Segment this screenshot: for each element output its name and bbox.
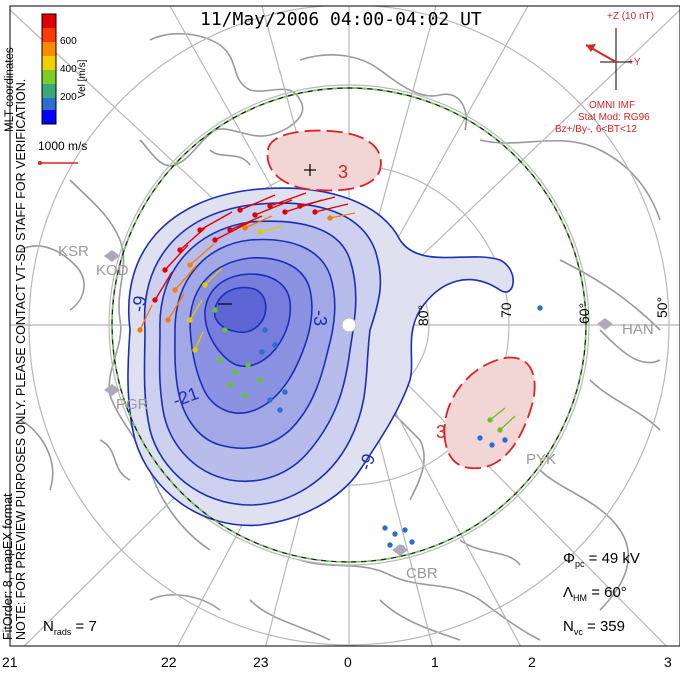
imf-dial [585, 28, 632, 90]
lambda-sub: HM [573, 593, 588, 603]
stat-nrads: Nrads = 7 [43, 618, 97, 637]
velocity-vectors [137, 192, 543, 551]
phi-sub: pc [574, 559, 585, 569]
reference-vector-label: 1000 m/s [38, 139, 88, 153]
page-title: 11/May/2006 04:00-04:02 UT [200, 9, 482, 30]
map-frame [9, 5, 680, 647]
nvc-value: = 359 [582, 618, 625, 635]
phi-value: = 49 kV [584, 550, 640, 567]
stat-phi-pc: Φpc = 49 kV [563, 550, 640, 569]
lambda-value: = 60° [587, 584, 627, 601]
lat-label-50: 50° [654, 296, 670, 318]
lat-label-70: 70 [498, 302, 514, 318]
negative-cell [127, 187, 514, 527]
station-kod: KOD [96, 262, 129, 279]
coastlines [19, 32, 661, 641]
lat-label-80: 80° [415, 304, 431, 326]
color-tick-200: 200 [60, 92, 77, 103]
coord-label: MLT coordinates [4, 47, 16, 132]
imf-stat-mod: Stat Mod: RG96 [578, 112, 650, 123]
station-pgr: PGR [116, 396, 149, 413]
positive-cells [266, 129, 536, 470]
velocity-color-bar [41, 13, 57, 125]
station-pyk: PYK [526, 451, 557, 468]
station-cbr: CBR [406, 565, 438, 582]
station-han: HAN [622, 321, 654, 338]
color-tick-600: 600 [60, 36, 77, 47]
imf-z-label: +Z (10 nT) [607, 11, 654, 22]
lambda-symbol: Λ [563, 584, 574, 601]
fit-note: FitOrder: 8, mapEX format [1, 493, 15, 640]
lat-label-60: 60° [576, 302, 592, 324]
contour-label-pos3-right: 3 [436, 422, 447, 442]
nrads-symbol: N [43, 618, 54, 635]
contour-label-neg9-left: -9 [128, 294, 151, 314]
color-scale-label: Vel [m/s] [77, 59, 88, 98]
mlt-tick-3: 3 [664, 654, 672, 670]
side-note: NOTE: FOR PREVIEW PURPOSES ONLY. PLEASE … [14, 78, 28, 640]
imf-source: OMNI IMF [589, 100, 636, 111]
imf-y-label: +Y [628, 57, 641, 68]
pole-marker [341, 317, 357, 333]
station-ksr: KSR [58, 243, 89, 260]
phi-symbol: Φ [563, 550, 575, 567]
mlt-tick-1: 1 [431, 654, 439, 670]
mlt-tick-23: 23 [253, 654, 269, 670]
mlt-tick-2: 2 [528, 654, 536, 670]
station-markers [104, 250, 613, 556]
contour-label-pos3-top: 3 [338, 162, 349, 182]
nrads-sub: rads [53, 627, 72, 637]
mlt-tick-21: 21 [2, 654, 18, 670]
nvc-symbol: N [563, 618, 574, 635]
color-tick-400: 400 [60, 64, 77, 75]
stat-nvc: Nvc = 359 [563, 618, 625, 637]
mlt-tick-0: 0 [344, 654, 352, 670]
imf-condition: Bz+/By-, 6<BT<12 [555, 124, 637, 135]
nrads-value: = 7 [71, 618, 97, 635]
contour-label-neg3: -3 [310, 310, 330, 327]
mlt-tick-22: 22 [161, 654, 177, 670]
nvc-sub: vc [573, 627, 583, 637]
extrema-markers [218, 164, 316, 305]
stat-lambda-hm: ΛHM = 60° [563, 584, 627, 603]
